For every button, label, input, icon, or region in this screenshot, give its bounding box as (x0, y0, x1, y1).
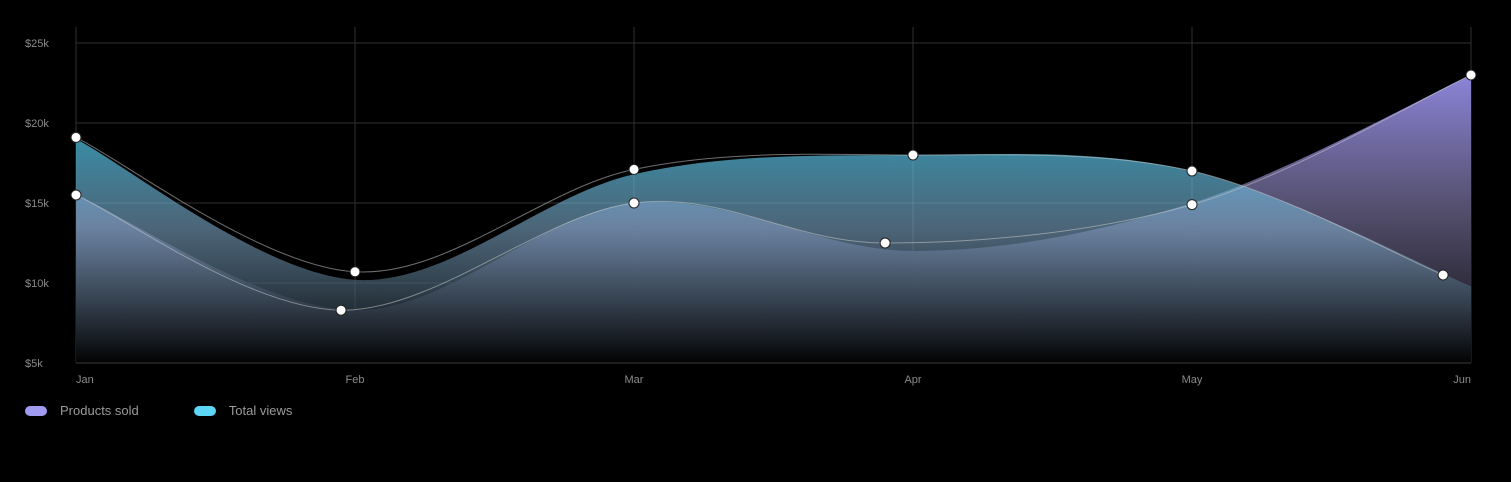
legend-item-products-sold[interactable]: Products sold (25, 403, 139, 418)
axes: $5k $10k $15k $20k $25k Jan Feb Mar Apr May Jun (25, 38, 1471, 386)
y-tick-label: $10k (25, 278, 49, 290)
x-tick-label: Jan (76, 374, 94, 386)
y-tick-label: $20k (25, 118, 49, 130)
chart-plot: $5k $10k $15k $20k $25k Jan Feb Mar Apr May Jun (25, 27, 1477, 386)
data-point[interactable] (628, 163, 640, 175)
legend: Products sold Total views (25, 403, 347, 418)
x-tick-label: Mar (625, 374, 644, 386)
data-point[interactable] (1437, 269, 1449, 281)
data-point[interactable] (879, 237, 891, 249)
data-point[interactable] (1465, 69, 1477, 81)
data-point[interactable] (1186, 165, 1198, 177)
series-lines (75, 74, 1472, 311)
legend-label-products-sold: Products sold (60, 403, 139, 418)
data-point[interactable] (70, 131, 82, 143)
data-point[interactable] (907, 149, 919, 161)
legend-item-total-views[interactable]: Total views (193, 403, 293, 418)
area-total-views (76, 139, 1471, 363)
x-tick-label: Feb (346, 374, 365, 386)
data-point[interactable] (70, 189, 82, 201)
legend-label-total-views: Total views (228, 403, 293, 418)
line-products-sold (75, 74, 1472, 311)
legend-swatch-total-views (193, 405, 216, 416)
y-tick-label: $5k (25, 358, 43, 370)
y-tick-label: $25k (25, 38, 49, 50)
data-point[interactable] (1186, 199, 1198, 211)
markers (70, 69, 1477, 316)
x-tick-label: May (1182, 374, 1203, 386)
data-point[interactable] (335, 304, 347, 316)
areas (76, 75, 1471, 363)
x-tick-label: Apr (904, 374, 921, 386)
data-point[interactable] (628, 197, 640, 209)
y-tick-label: $15k (25, 198, 49, 210)
line-total-views (75, 136, 1444, 276)
legend-swatch-products-sold (25, 405, 47, 416)
data-point[interactable] (349, 266, 361, 278)
x-tick-label: Jun (1453, 374, 1471, 386)
